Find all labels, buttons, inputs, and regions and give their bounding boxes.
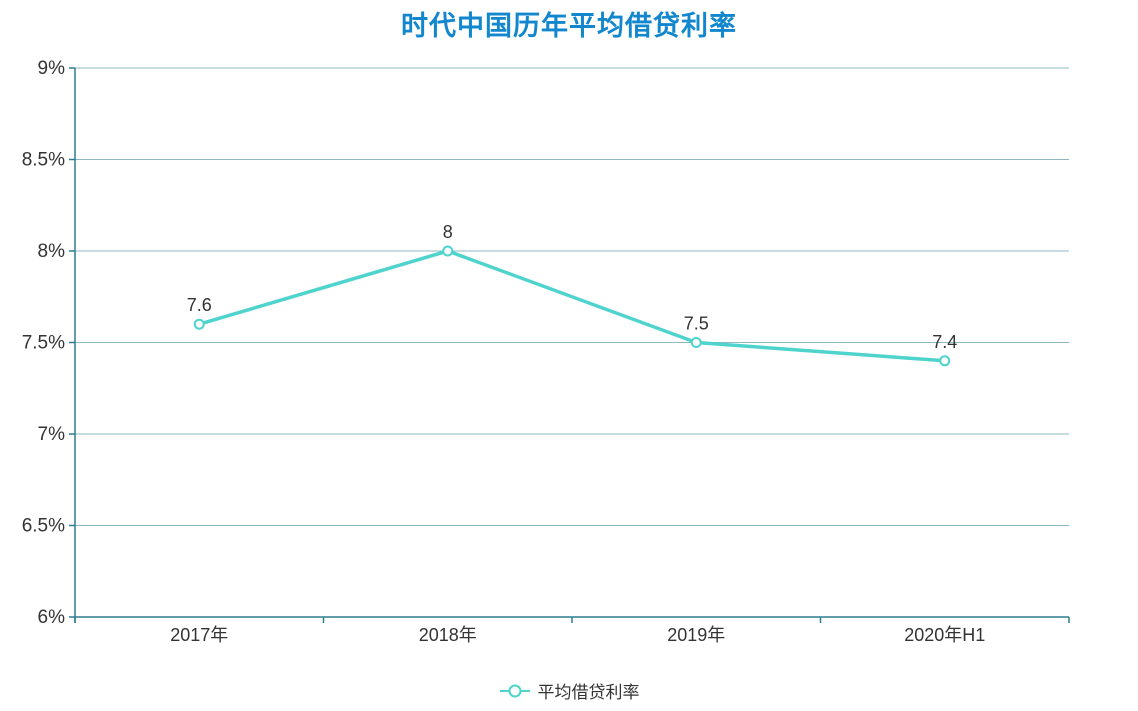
y-axis-tick-label: 6%: [38, 607, 66, 628]
data-point[interactable]: [690, 337, 702, 348]
legend-label: 平均借贷利率: [537, 683, 640, 702]
data-point-label: 8: [443, 222, 453, 242]
series-line: [198, 249, 945, 363]
x-axis-category-label: 2017年: [170, 625, 228, 645]
data-point-label: 7.5: [684, 314, 709, 334]
y-axis-tick-label: 6.5%: [22, 516, 65, 537]
y-axis-tick-label: 9%: [38, 58, 66, 79]
x-axis-category-label: 2020年H1: [904, 625, 985, 645]
data-point[interactable]: [939, 355, 951, 367]
legend-line-marker-icon: [499, 684, 530, 697]
chart-canvas: 6% 6.5% 7% 7.5% 8% 8.5% 9% 2017年 2018年 2019年 2020年…: [22, 58, 1070, 645]
y-axis-tick-label: 8%: [38, 241, 66, 262]
y-axis-tick-label: 7.5%: [22, 333, 65, 354]
data-point-label: 7.6: [187, 295, 212, 315]
chart-title: 时代中国历年平均借贷利率: [401, 11, 737, 41]
y-axis-tick-label: 8.5%: [22, 150, 65, 171]
data-point[interactable]: [442, 245, 454, 257]
x-axis-category-label: 2018年: [419, 625, 477, 645]
data-point[interactable]: [193, 318, 205, 330]
x-axis-category-label: 2019年: [667, 625, 725, 645]
legend-item-avg-borrow-rate[interactable]: 平均借贷利率: [0, 678, 1138, 703]
y-axis-tick-label: 7%: [38, 424, 66, 445]
data-point-label: 7.4: [932, 332, 957, 352]
